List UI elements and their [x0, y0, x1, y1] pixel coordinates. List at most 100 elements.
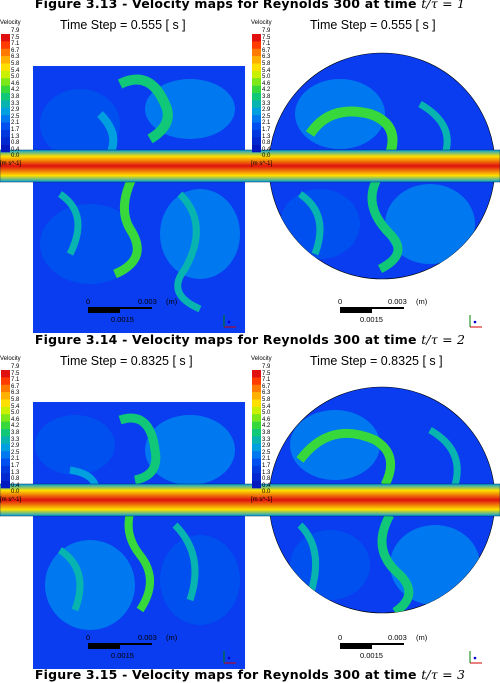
colorbar-tick: 2.5 [262, 449, 271, 456]
colorbar-tick: 2.5 [262, 113, 271, 120]
axis-triad-right [469, 651, 482, 664]
colorbar-swatch [252, 63, 261, 72]
colorbar-tick: 4.2 [262, 87, 271, 94]
colorbar-tick: 0.4 [11, 146, 20, 153]
figure-panel-2: Time Step = 0.8325 [ s ] Time Step = 0.8… [0, 350, 500, 669]
colorbar-tick: 3.8 [11, 93, 20, 100]
colorbar-swatch [1, 377, 10, 386]
colorbar-unit-left: [m s^-1] [0, 161, 22, 167]
colorbar-title-left: Velocity [0, 356, 21, 362]
colorbar-tick: 6.3 [11, 390, 20, 397]
caption-math: t/τ = 2 [421, 332, 466, 347]
colorbar-tick: 6.3 [11, 54, 20, 61]
caption-math: t/τ = 3 [421, 667, 466, 682]
colorbar-tick: 3.3 [11, 436, 20, 443]
colorbar-swatch [1, 100, 10, 109]
colorbar-unit-right: [m s^-1] [251, 161, 273, 167]
colorbar-swatch [252, 34, 261, 42]
colorbar-swatch [1, 63, 10, 72]
colorbar-unit-right: [m s^-1] [251, 497, 273, 503]
colorbar-tick: 4.6 [262, 80, 271, 87]
colorbar-tick: 1.3 [262, 469, 271, 476]
colorbar-tick: 3.8 [262, 429, 271, 436]
colorbar-swatch [1, 41, 10, 50]
square-domain-map [33, 402, 245, 669]
scale-bar-left [88, 307, 120, 313]
colorbar-swatch [1, 115, 10, 123]
colorbar-tick: 1.3 [11, 469, 20, 476]
colorbar-swatch [252, 122, 261, 131]
colorbar-tick: 1.3 [262, 133, 271, 140]
scale-zero-right: 0 [338, 297, 343, 306]
colorbar-swatch [252, 115, 261, 123]
colorbar-tick: 4.6 [11, 80, 20, 87]
colorbar-swatch [1, 392, 10, 400]
colorbar-swatch [252, 137, 261, 145]
colorbar-tick: 2.1 [11, 456, 20, 463]
colorbar-swatch [252, 107, 261, 116]
colorbar-tick: 4.6 [11, 416, 20, 423]
colorbar-tick: 5.4 [262, 403, 271, 410]
colorbar-tick: 0.4 [11, 482, 20, 489]
colorbar-swatch [252, 144, 261, 153]
colorbar-swatch [252, 70, 261, 79]
scale-unit-left: (m) [166, 633, 178, 642]
colorbar-swatch [1, 465, 10, 474]
colorbar-tick: 1.7 [262, 126, 271, 133]
colorbar-swatch [1, 129, 10, 138]
colorbar-swatch [1, 443, 10, 452]
scale-bar-left [88, 643, 120, 649]
caption-text: Figure 3.13 - Velocity maps for Reynolds… [34, 0, 422, 11]
colorbar-swatch [252, 421, 261, 430]
colorbar-tick: 5.0 [262, 410, 271, 417]
colorbar-tick: 0.0 [11, 153, 20, 160]
timestep-right: Time Step = 0.8325 [ s ] [310, 354, 443, 368]
colorbar-tick: 5.4 [11, 67, 20, 74]
colorbar-swatch [1, 137, 10, 145]
colorbar-tick: 6.7 [11, 47, 20, 54]
colorbar-tick: 2.9 [11, 107, 20, 114]
timestep-left: Time Step = 0.8325 [ s ] [60, 354, 193, 368]
colorbar-ticks-right: 7.9 7.5 7.1 6.7 6.3 5.8 5.4 5.0 4.6 4.2 3.8 3.3 2.9 2… [262, 364, 270, 496]
velocity-map-1 [0, 34, 500, 333]
scale-sub-right: 0.0015 [360, 315, 383, 324]
colorbar-tick: 0.8 [11, 476, 20, 483]
colorbar-swatch [1, 122, 10, 131]
colorbar-tick: 5.8 [11, 60, 20, 67]
colorbar-tick: 4.2 [11, 87, 20, 94]
colorbar-swatch [1, 480, 10, 489]
colorbar-swatch [1, 48, 10, 57]
colorbar-swatch [252, 436, 261, 445]
scale-bar-right [340, 643, 372, 649]
colorbar-tick: 2.5 [11, 449, 20, 456]
colorbar-tick: 7.9 [11, 28, 20, 34]
colorbar-swatch [252, 480, 261, 489]
colorbar-swatch [1, 107, 10, 116]
scale-mid-left: 0.003 [138, 633, 157, 642]
colorbar-tick: 0.0 [262, 489, 271, 496]
scale-unit-right: (m) [416, 633, 428, 642]
axis-triad-left [223, 651, 236, 664]
figure-panel-1: Time Step = 0.555 [ s ] Time Step = 0.55… [0, 14, 500, 333]
colorbar-swatch [252, 78, 261, 86]
colorbar-tick: 7.9 [262, 28, 271, 34]
colorbar-tick: 7.9 [11, 364, 20, 370]
colorbar-tick: 2.9 [262, 443, 271, 450]
colorbar-tick: 0.0 [11, 489, 20, 496]
colorbar-ticks-left: 7.9 7.5 7.1 6.7 6.3 5.8 5.4 5.0 4.6 4.2 3.8 3.3 2.9 2… [11, 364, 19, 496]
colorbar-tick: 7.5 [11, 370, 20, 377]
colorbar-tick: 0.8 [262, 140, 271, 147]
caption-math: t/τ = 1 [421, 0, 466, 11]
colorbar-swatch [252, 41, 261, 50]
colorbar-swatch [1, 451, 10, 459]
colorbar-tick: 1.7 [11, 462, 20, 469]
colorbar-swatch [252, 129, 261, 138]
colorbar-tick: 5.8 [262, 60, 271, 67]
colorbar-swatch [1, 399, 10, 408]
colorbar-swatch [1, 473, 10, 481]
caption-figure-3-13: Figure 3.13 - Velocity maps for Reynolds… [0, 0, 500, 11]
colorbar-tick: 7.1 [262, 377, 271, 384]
colorbar-swatch [252, 377, 261, 386]
scale-unit-left: (m) [166, 297, 178, 306]
colorbar-swatch [1, 458, 10, 467]
